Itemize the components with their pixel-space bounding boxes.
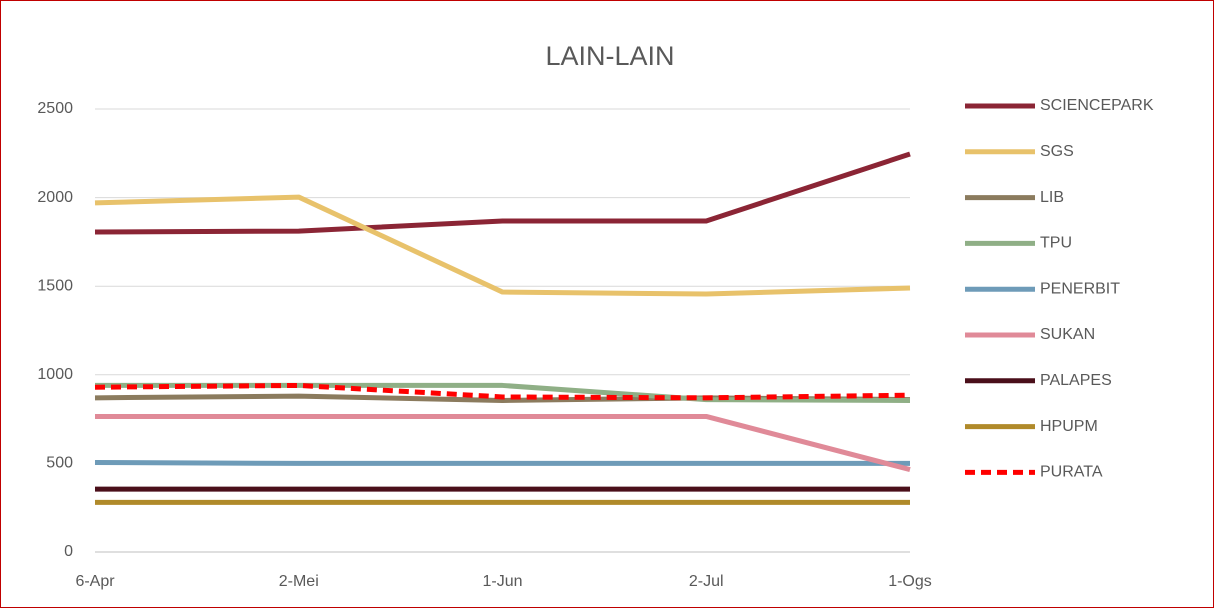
- legend-label: PURATA: [1040, 464, 1103, 481]
- legend-label: SUKAN: [1040, 326, 1095, 343]
- legend-label: TPU: [1040, 235, 1072, 252]
- y-tick-label: 2500: [37, 100, 73, 117]
- y-tick-label: 2000: [37, 189, 73, 206]
- legend-label: LIB: [1040, 189, 1064, 206]
- series-line: [95, 413, 911, 473]
- x-tick-label: 2-Mei: [279, 573, 319, 590]
- series-line: [94, 460, 910, 466]
- series-line: [94, 194, 911, 297]
- y-tick-label: 1500: [37, 277, 73, 294]
- legend-label: PALAPES: [1040, 372, 1112, 389]
- legend-label: SCIENCEPARK: [1040, 97, 1154, 114]
- legend-label: PENERBIT: [1040, 280, 1120, 297]
- legend-label: HPUPM: [1040, 418, 1098, 435]
- x-tick-label: 1-Ogs: [888, 573, 932, 590]
- chart-title: LAIN-LAIN: [545, 41, 674, 71]
- series-line: [94, 382, 911, 401]
- series-line: [94, 151, 911, 235]
- y-tick-label: 1000: [37, 366, 73, 383]
- x-tick-label: 2-Jul: [689, 573, 724, 590]
- x-tick-label: 6-Apr: [75, 573, 115, 590]
- legend-label: SGS: [1040, 143, 1074, 160]
- x-tick-label: 1-Jun: [482, 573, 522, 590]
- y-tick-label: 0: [64, 543, 73, 560]
- y-tick-label: 500: [46, 455, 73, 472]
